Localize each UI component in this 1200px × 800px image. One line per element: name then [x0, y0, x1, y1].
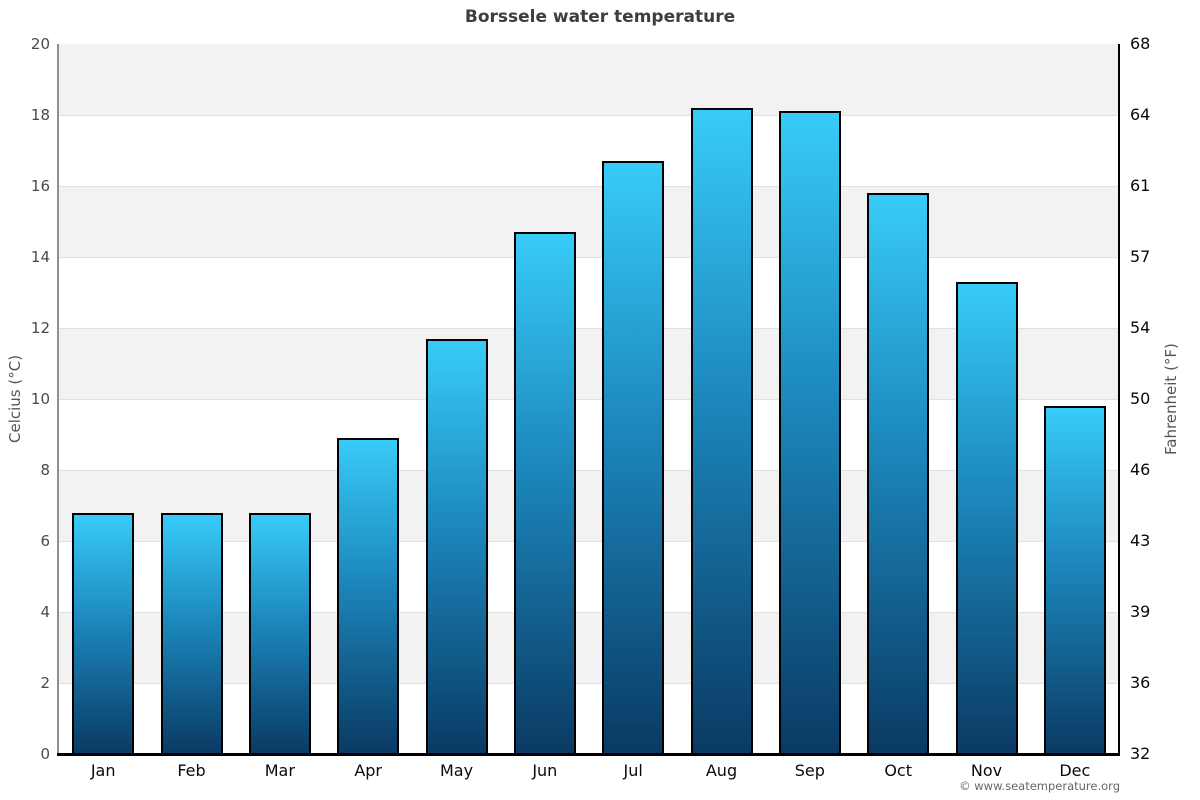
plot-band	[59, 44, 1119, 115]
bar-oct	[867, 193, 930, 754]
y-tick-celsius: 16	[30, 177, 50, 195]
bar-jan	[72, 512, 135, 754]
plot-area	[59, 44, 1119, 754]
x-tick-jan: Jan	[90, 761, 116, 780]
x-tick-apr: Apr	[354, 761, 382, 780]
bar-aug	[690, 107, 753, 754]
y-axis-line-left	[57, 44, 59, 754]
plot-band	[59, 328, 1119, 399]
gridline	[59, 328, 1119, 329]
plot-band	[59, 612, 1119, 683]
gridline	[59, 257, 1119, 258]
plot-band	[59, 470, 1119, 541]
bar-may	[425, 338, 488, 754]
y-tick-fahrenheit: 61	[1130, 176, 1151, 195]
y-tick-fahrenheit: 54	[1130, 318, 1151, 337]
y-tick-celsius: 10	[30, 390, 50, 408]
x-tick-sep: Sep	[794, 761, 825, 780]
y-tick-celsius: 0	[40, 745, 50, 763]
x-tick-mar: Mar	[264, 761, 295, 780]
y-tick-fahrenheit: 46	[1130, 460, 1151, 479]
x-axis-line	[57, 753, 1120, 756]
x-tick-feb: Feb	[177, 761, 206, 780]
y-tick-celsius: 18	[30, 106, 50, 124]
gridline	[59, 541, 1119, 542]
y-tick-fahrenheit: 32	[1130, 744, 1151, 763]
y-tick-celsius: 12	[30, 319, 50, 337]
plot-band	[59, 115, 1119, 186]
y-tick-fahrenheit: 57	[1130, 247, 1151, 266]
gridline	[59, 683, 1119, 684]
plot-band	[59, 399, 1119, 470]
x-tick-nov: Nov	[970, 761, 1003, 780]
y-tick-celsius: 20	[30, 35, 50, 53]
bar-mar	[248, 512, 311, 754]
y-tick-celsius: 2	[40, 674, 50, 692]
x-tick-jun: Jun	[532, 761, 558, 780]
bar-jun	[513, 232, 576, 754]
y-tick-celsius: 6	[40, 532, 50, 550]
bar-jul	[602, 161, 665, 754]
bar-sep	[778, 111, 841, 754]
y-tick-celsius: 8	[40, 461, 50, 479]
plot-band	[59, 257, 1119, 328]
plot-band	[59, 541, 1119, 612]
bar-nov	[955, 281, 1018, 754]
y-tick-celsius: 14	[30, 248, 50, 266]
y-tick-fahrenheit: 50	[1130, 389, 1151, 408]
y-tick-fahrenheit: 39	[1130, 602, 1151, 621]
x-tick-aug: Aug	[705, 761, 738, 780]
chart-title: Borssele water temperature	[464, 7, 736, 27]
x-tick-may: May	[439, 761, 474, 780]
y-tick-fahrenheit: 43	[1130, 531, 1151, 550]
x-tick-dec: Dec	[1059, 761, 1091, 780]
gridline	[59, 612, 1119, 613]
plot-band	[59, 186, 1119, 257]
x-tick-jul: Jul	[623, 761, 643, 780]
x-tick-oct: Oct	[884, 761, 912, 780]
gridline	[59, 399, 1119, 400]
y-axis-line-right	[1118, 44, 1120, 754]
gridline	[59, 470, 1119, 471]
y-tick-fahrenheit: 68	[1130, 34, 1151, 53]
y-tick-fahrenheit: 36	[1130, 673, 1151, 692]
copyright: © www.seatemperature.org	[959, 779, 1120, 793]
bar-feb	[160, 512, 223, 754]
plot-band	[59, 683, 1119, 754]
bar-dec	[1043, 406, 1106, 754]
bar-apr	[337, 438, 400, 754]
gridline	[59, 186, 1119, 187]
y-tick-fahrenheit: 64	[1130, 105, 1151, 124]
gridline	[59, 115, 1119, 116]
y-tick-celsius: 4	[40, 603, 50, 621]
